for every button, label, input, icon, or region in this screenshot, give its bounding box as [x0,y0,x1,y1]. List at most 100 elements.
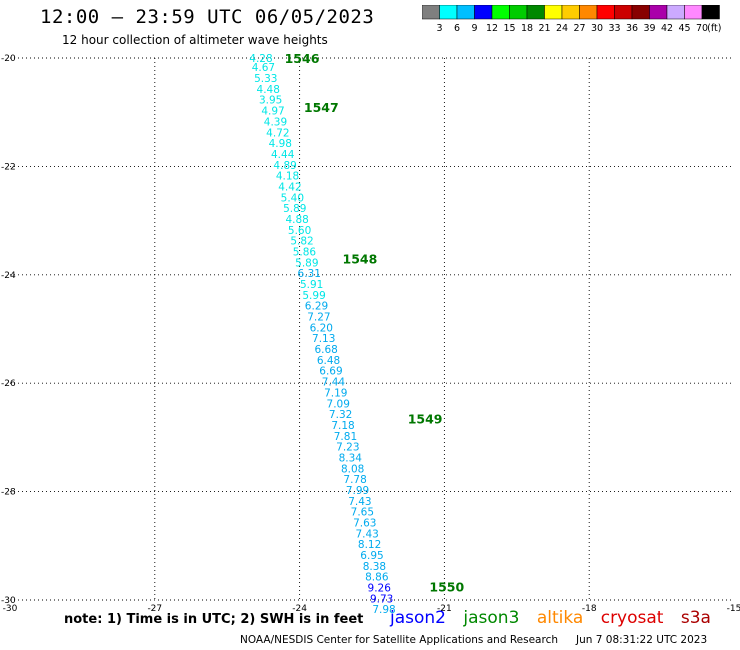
wave-height-point: 5.60 [288,225,311,237]
wave-height-point: 5.82 [290,236,313,248]
wave-height-point: 7.43 [355,528,378,540]
wave-height-point: 7.65 [351,507,374,519]
wave-height-point: 8.38 [363,561,386,573]
x-tick-label: -30 [3,604,18,614]
wave-height-point: 6.48 [317,355,340,367]
wave-height-point: 7.13 [312,333,335,345]
wave-height-point: 7.81 [334,431,357,443]
wave-height-point: 7.63 [353,517,376,529]
wave-height-point: 7.43 [348,496,371,508]
colorbar-label: 24 [556,23,568,34]
generation-timestamp: Jun 7 08:31:22 UTC 2023 [576,634,708,646]
x-tick-label: -24 [292,604,307,614]
wave-height-point: 8.86 [365,572,389,584]
colorbar-label: 36 [626,23,638,34]
wave-height-point: 5.91 [300,279,323,291]
wave-height-point: 5.33 [254,73,277,85]
wave-height-point: 4.89 [273,160,296,172]
wave-height-point: 7.23 [336,442,359,454]
x-tick-label: -21 [437,604,452,614]
colorbar-label: 27 [573,23,585,34]
wave-height-point: 4.72 [266,127,289,139]
chart-subtitle: 12 hour collection of altimeter wave hei… [62,33,328,47]
chart-title: 12:00 – 23:59 UTC 06/05/2023 [40,6,375,28]
wave-height-point: 4.18 [276,171,299,183]
colorbar-label: 9 [471,23,477,34]
wave-height-point: 4.88 [285,214,308,226]
wave-height-point: 7.44 [322,377,346,389]
wave-height-point: 7.19 [324,387,347,399]
colorbar-swatch [701,5,720,20]
wave-height-point: 4.39 [264,116,287,128]
wave-height-point: 5.89 [295,257,318,269]
wave-height-point: 5.40 [281,192,304,204]
colorbar-legend: 3 6 9 12 15 18 21 24 27 30 33 36 39 42 45 70 (ft) [422,5,722,34]
wave-height-point: 3.95 [259,95,282,107]
colorbar-label: 15 [503,23,515,34]
mission-jason3: jason3 [463,608,520,628]
wave-height-point: 7.78 [343,474,366,486]
colorbar-label: 30 [591,23,603,34]
footer-note: note: 1) Time is in UTC; 2) SWH is in fe… [64,612,364,627]
x-tick-label: -18 [582,604,597,614]
wave-height-point: 7.32 [329,409,352,421]
colorbar-label: 33 [608,23,620,34]
colorbar-label: 21 [538,23,550,34]
colorbar-label: 70 [696,23,708,34]
wave-height-point: 7.99 [346,485,369,497]
wave-height-point: 7.98 [372,604,395,616]
wave-height-point: 6.31 [298,268,321,280]
wave-height-point: 4.98 [269,138,292,150]
y-tick-label: -22 [1,162,16,172]
colorbar-label: 6 [454,23,460,34]
mission-s3a: s3a [680,608,711,628]
wave-height-point: 4.48 [257,84,280,96]
wave-height-point: 4.42 [278,181,301,193]
mission-altika: altika [536,608,584,628]
wave-height-point: 5.86 [293,246,317,258]
colorbar-label: 42 [661,23,673,34]
wave-height-point: 8.12 [358,539,381,551]
y-tick-label: -20 [1,54,16,64]
wave-height-point: 6.69 [319,366,342,378]
colorbar-label: 3 [436,23,442,34]
wave-height-point: 5.89 [283,203,306,215]
mission-legend: jason2 jason3 altika cryosat s3a [390,608,723,628]
wave-height-point: 8.08 [341,463,364,475]
credit-line: NOAA/NESDIS Center for Satellite Applica… [240,634,707,646]
y-tick-label: -30 [1,596,16,606]
colorbar-label: 45 [678,23,690,34]
wave-height-point: 6.29 [305,301,328,313]
wave-height-point: 5.99 [302,290,325,302]
pass-number-label: 1547 [304,100,339,115]
wave-height-point: 4.28 [249,53,272,65]
wave-height-point: 6.20 [310,322,333,334]
pass-number-label: 1546 [285,51,320,66]
x-tick-label: -15 [727,604,740,614]
wave-height-point: 4.44 [271,149,295,161]
x-tick-label: -27 [147,604,162,614]
pass-number-label: 1548 [343,252,378,267]
wave-height-point: 4.67 [252,62,275,74]
wave-height-point: 9.73 [370,593,393,605]
wave-height-point: 6.95 [360,550,383,562]
colorbar-label: 18 [521,23,533,34]
colorbar-label: 39 [643,23,655,34]
pass-number-label: 1549 [408,411,443,426]
mission-jason2: jason2 [390,608,446,628]
wave-height-point: 9.26 [368,583,392,595]
wave-height-point: 7.27 [307,312,330,324]
wave-height-point: 7.18 [331,420,354,432]
colorbar-unit: (ft) [707,23,721,34]
y-tick-label: -26 [1,379,16,389]
y-tick-label: -24 [1,271,16,281]
wave-height-point: 4.97 [261,106,284,118]
wave-height-point: 7.09 [327,398,350,410]
pass-number-label: 1550 [429,579,464,594]
mission-cryosat: cryosat [600,608,664,628]
wave-height-point: 6.68 [314,344,337,356]
colorbar-label: 12 [486,23,498,34]
credit-text: NOAA/NESDIS Center for Satellite Applica… [240,634,558,646]
wave-height-point: 8.34 [339,452,363,464]
